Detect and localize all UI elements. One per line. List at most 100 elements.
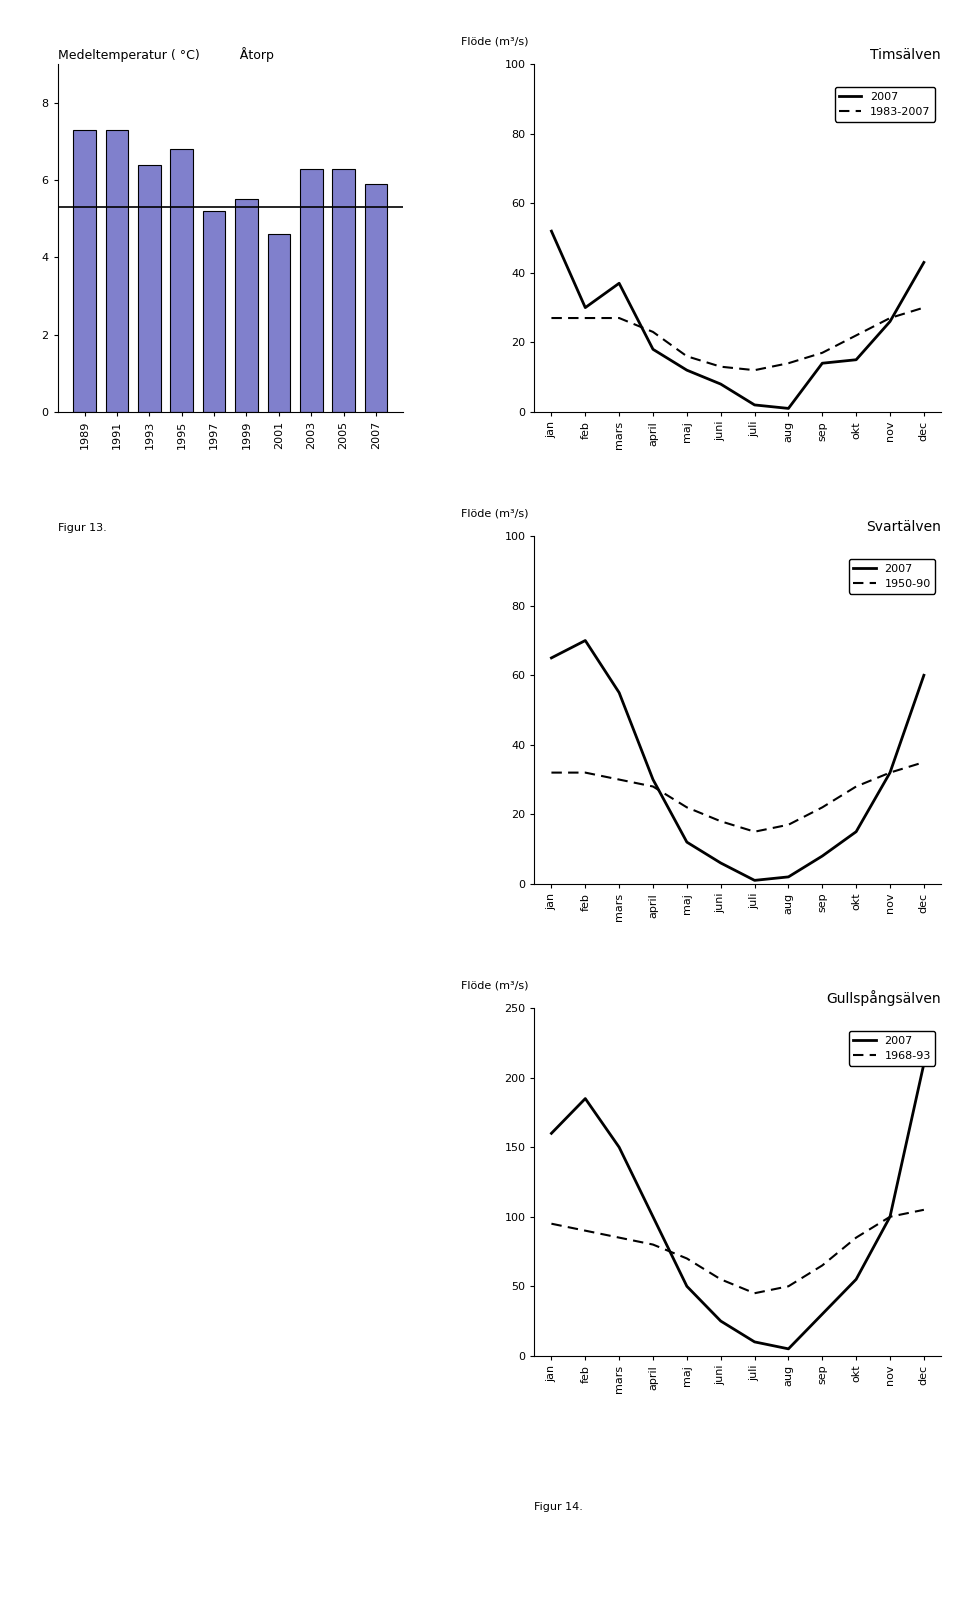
2007 — [647, 339, 659, 358]
2007 — [817, 1305, 828, 1324]
2007 — [749, 395, 760, 415]
1950-90 — [715, 812, 727, 831]
2007 — [749, 871, 760, 890]
1950-90 — [918, 752, 929, 771]
Text: Medeltemperatur ( °C)          Åtorp: Medeltemperatur ( °C) Åtorp — [58, 47, 274, 61]
Text: Flöde (m³/s): Flöde (m³/s) — [462, 509, 529, 519]
2007 — [884, 1207, 896, 1226]
Text: Flöde (m³/s): Flöde (m³/s) — [462, 980, 529, 992]
2007 — [851, 823, 862, 842]
Legend: 2007, 1968-93: 2007, 1968-93 — [849, 1032, 935, 1065]
Text: Svartälven: Svartälven — [866, 519, 941, 534]
1968-93 — [647, 1234, 659, 1253]
Bar — [332, 169, 355, 411]
Line: 2007: 2007 — [551, 1064, 924, 1348]
2007 — [613, 683, 625, 702]
1983-2007 — [782, 354, 794, 373]
2007 — [715, 1311, 727, 1331]
1968-93 — [817, 1255, 828, 1274]
2007 — [884, 763, 896, 783]
2007 — [782, 1339, 794, 1358]
2007 — [580, 632, 591, 651]
1968-93 — [545, 1213, 557, 1233]
Line: 2007: 2007 — [551, 641, 924, 881]
2007 — [613, 273, 625, 292]
2007 — [580, 1090, 591, 1109]
Bar — [203, 211, 226, 411]
1983-2007 — [580, 309, 591, 328]
Legend: 2007, 1950-90: 2007, 1950-90 — [849, 559, 935, 593]
2007 — [545, 648, 557, 667]
2007 — [545, 222, 557, 241]
1983-2007 — [613, 309, 625, 328]
1983-2007 — [918, 297, 929, 317]
Text: Flöde (m³/s): Flöde (m³/s) — [462, 37, 529, 47]
1950-90 — [613, 770, 625, 789]
2007 — [749, 1332, 760, 1351]
2007 — [613, 1138, 625, 1157]
1983-2007 — [647, 323, 659, 342]
2007 — [715, 853, 727, 873]
1968-93 — [918, 1200, 929, 1220]
2007 — [681, 1276, 692, 1295]
2007 — [918, 665, 929, 685]
2007 — [918, 252, 929, 272]
2007 — [851, 1270, 862, 1289]
1950-90 — [545, 763, 557, 783]
2007 — [647, 770, 659, 789]
1968-93 — [782, 1276, 794, 1295]
1950-90 — [884, 763, 896, 783]
1983-2007 — [681, 347, 692, 366]
1950-90 — [681, 797, 692, 816]
1968-93 — [715, 1270, 727, 1289]
1983-2007 — [545, 309, 557, 328]
2007 — [884, 312, 896, 331]
2007 — [715, 374, 727, 394]
Text: Gullspångsälven: Gullspångsälven — [827, 990, 941, 1006]
2007 — [681, 832, 692, 852]
1950-90 — [749, 823, 760, 842]
1983-2007 — [884, 309, 896, 328]
Bar — [106, 130, 129, 411]
1968-93 — [681, 1249, 692, 1268]
Bar — [170, 149, 193, 411]
Bar — [300, 169, 323, 411]
1968-93 — [580, 1221, 591, 1241]
1950-90 — [851, 776, 862, 795]
1950-90 — [782, 815, 794, 834]
Line: 1950-90: 1950-90 — [551, 762, 924, 832]
2007 — [851, 350, 862, 370]
2007 — [918, 1054, 929, 1073]
Bar — [365, 185, 387, 411]
1950-90 — [580, 763, 591, 783]
Legend: 2007, 1983-2007: 2007, 1983-2007 — [835, 87, 935, 122]
1983-2007 — [851, 326, 862, 346]
1968-93 — [884, 1207, 896, 1226]
Line: 2007: 2007 — [551, 231, 924, 408]
Text: Timsälven: Timsälven — [870, 48, 941, 61]
2007 — [647, 1207, 659, 1226]
1983-2007 — [715, 357, 727, 376]
Bar — [138, 164, 160, 411]
1968-93 — [851, 1228, 862, 1247]
1950-90 — [817, 797, 828, 816]
1983-2007 — [817, 344, 828, 363]
Line: 1983-2007: 1983-2007 — [551, 307, 924, 370]
2007 — [545, 1123, 557, 1143]
Bar — [268, 235, 290, 411]
1950-90 — [647, 776, 659, 795]
1968-93 — [749, 1284, 760, 1303]
2007 — [782, 399, 794, 418]
2007 — [782, 868, 794, 887]
Bar — [73, 130, 96, 411]
2007 — [817, 354, 828, 373]
2007 — [580, 297, 591, 317]
Text: Figur 14.: Figur 14. — [535, 1503, 584, 1512]
2007 — [681, 360, 692, 379]
2007 — [817, 847, 828, 866]
1983-2007 — [749, 360, 760, 379]
Bar — [235, 199, 258, 411]
1968-93 — [613, 1228, 625, 1247]
Line: 1968-93: 1968-93 — [551, 1210, 924, 1294]
Text: Figur 13.: Figur 13. — [58, 524, 107, 534]
